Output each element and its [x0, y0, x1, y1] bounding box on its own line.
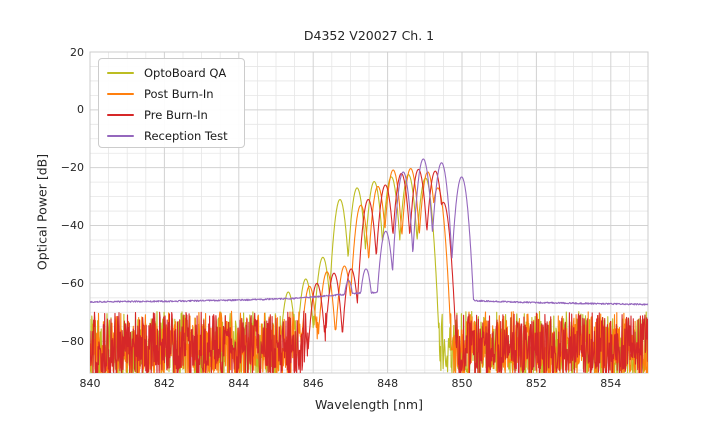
legend-item-pre-burn-in: Pre Burn-In	[99, 104, 244, 125]
legend-label: Post Burn-In	[144, 86, 214, 101]
legend-line-swatch	[107, 92, 134, 95]
y-tick-label: 20	[70, 45, 84, 59]
legend-label: Pre Burn-In	[144, 107, 208, 122]
y-tick-label: −80	[60, 334, 84, 348]
legend-line-swatch	[107, 71, 134, 74]
legend-label: OptoBoard QA	[144, 65, 227, 80]
y-tick-label: −60	[60, 276, 84, 290]
x-tick-label: 846	[302, 377, 324, 390]
x-tick-label: 844	[228, 377, 250, 390]
legend-label: Reception Test	[144, 128, 228, 143]
y-tick-label: −20	[60, 161, 84, 175]
chart-title: D4352 V20027 Ch. 1	[303, 28, 435, 43]
x-tick-label: 852	[525, 377, 547, 390]
y-tick-label: −40	[60, 219, 84, 232]
legend-item-post-burn-in: Post Burn-In	[99, 83, 244, 104]
series-traces	[90, 158, 648, 373]
x-tick-label: 842	[153, 377, 175, 390]
plot-border	[89, 51, 649, 374]
x-tick-label: 840	[79, 377, 101, 390]
x-tick-label: 854	[600, 377, 622, 390]
legend-item-reception-test: Reception Test	[99, 125, 244, 146]
legend-line-swatch	[107, 134, 134, 137]
x-tick-label: 850	[451, 377, 473, 390]
series-line-reception-test	[90, 158, 648, 306]
x-axis-label: Wavelength [nm]	[315, 397, 423, 412]
y-tick-label: 0	[77, 103, 84, 117]
x-tick-label: 848	[377, 377, 399, 390]
legend-line-swatch	[107, 113, 134, 116]
legend-item-optoboard-qa: OptoBoard QA	[99, 62, 244, 83]
series-line-pre-burn-in	[90, 168, 648, 373]
legend: OptoBoard QA Post Burn-In Pre Burn-In Re…	[98, 58, 245, 148]
